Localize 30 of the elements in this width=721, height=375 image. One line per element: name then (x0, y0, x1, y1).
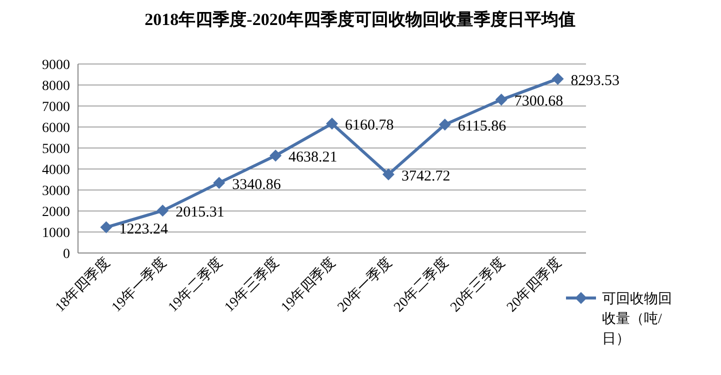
data-label: 7300.68 (514, 94, 564, 110)
point (438, 118, 451, 131)
point (270, 150, 282, 162)
data-label: 3742.72 (401, 168, 450, 184)
y-tick-label: 3000 (42, 184, 70, 199)
y-tick-label: 7000 (42, 100, 70, 115)
point (213, 176, 226, 189)
point (100, 221, 112, 234)
y-tick-label: 1000 (42, 226, 70, 241)
point (495, 94, 508, 106)
data-label: 4638.21 (288, 150, 338, 166)
y-tick-label: 5000 (42, 142, 70, 157)
data-label: 6160.78 (345, 118, 394, 134)
point (552, 72, 564, 85)
y-tick-label: 0 (63, 247, 70, 262)
point (156, 204, 169, 217)
data-label: 8293.53 (570, 72, 620, 89)
point (326, 118, 338, 130)
y-tick-label: 9000 (42, 58, 70, 73)
y-tick-label: 2000 (42, 205, 70, 220)
data-label: 3340.86 (232, 176, 282, 193)
title: 2018年四季度-2020年四季度可回收物回收量季度日平均值 (144, 10, 576, 29)
data-label: 6115.86 (458, 118, 507, 135)
point (382, 168, 394, 180)
y-tick-label: 6000 (42, 121, 70, 136)
y-tick-label: 8000 (42, 79, 70, 94)
data-label: 1223.24 (119, 221, 168, 238)
data-label: 2015.31 (176, 204, 224, 221)
y-tick-label: 4000 (42, 163, 70, 178)
legend-label: 可回收物回收量（吨/日） (602, 291, 672, 347)
